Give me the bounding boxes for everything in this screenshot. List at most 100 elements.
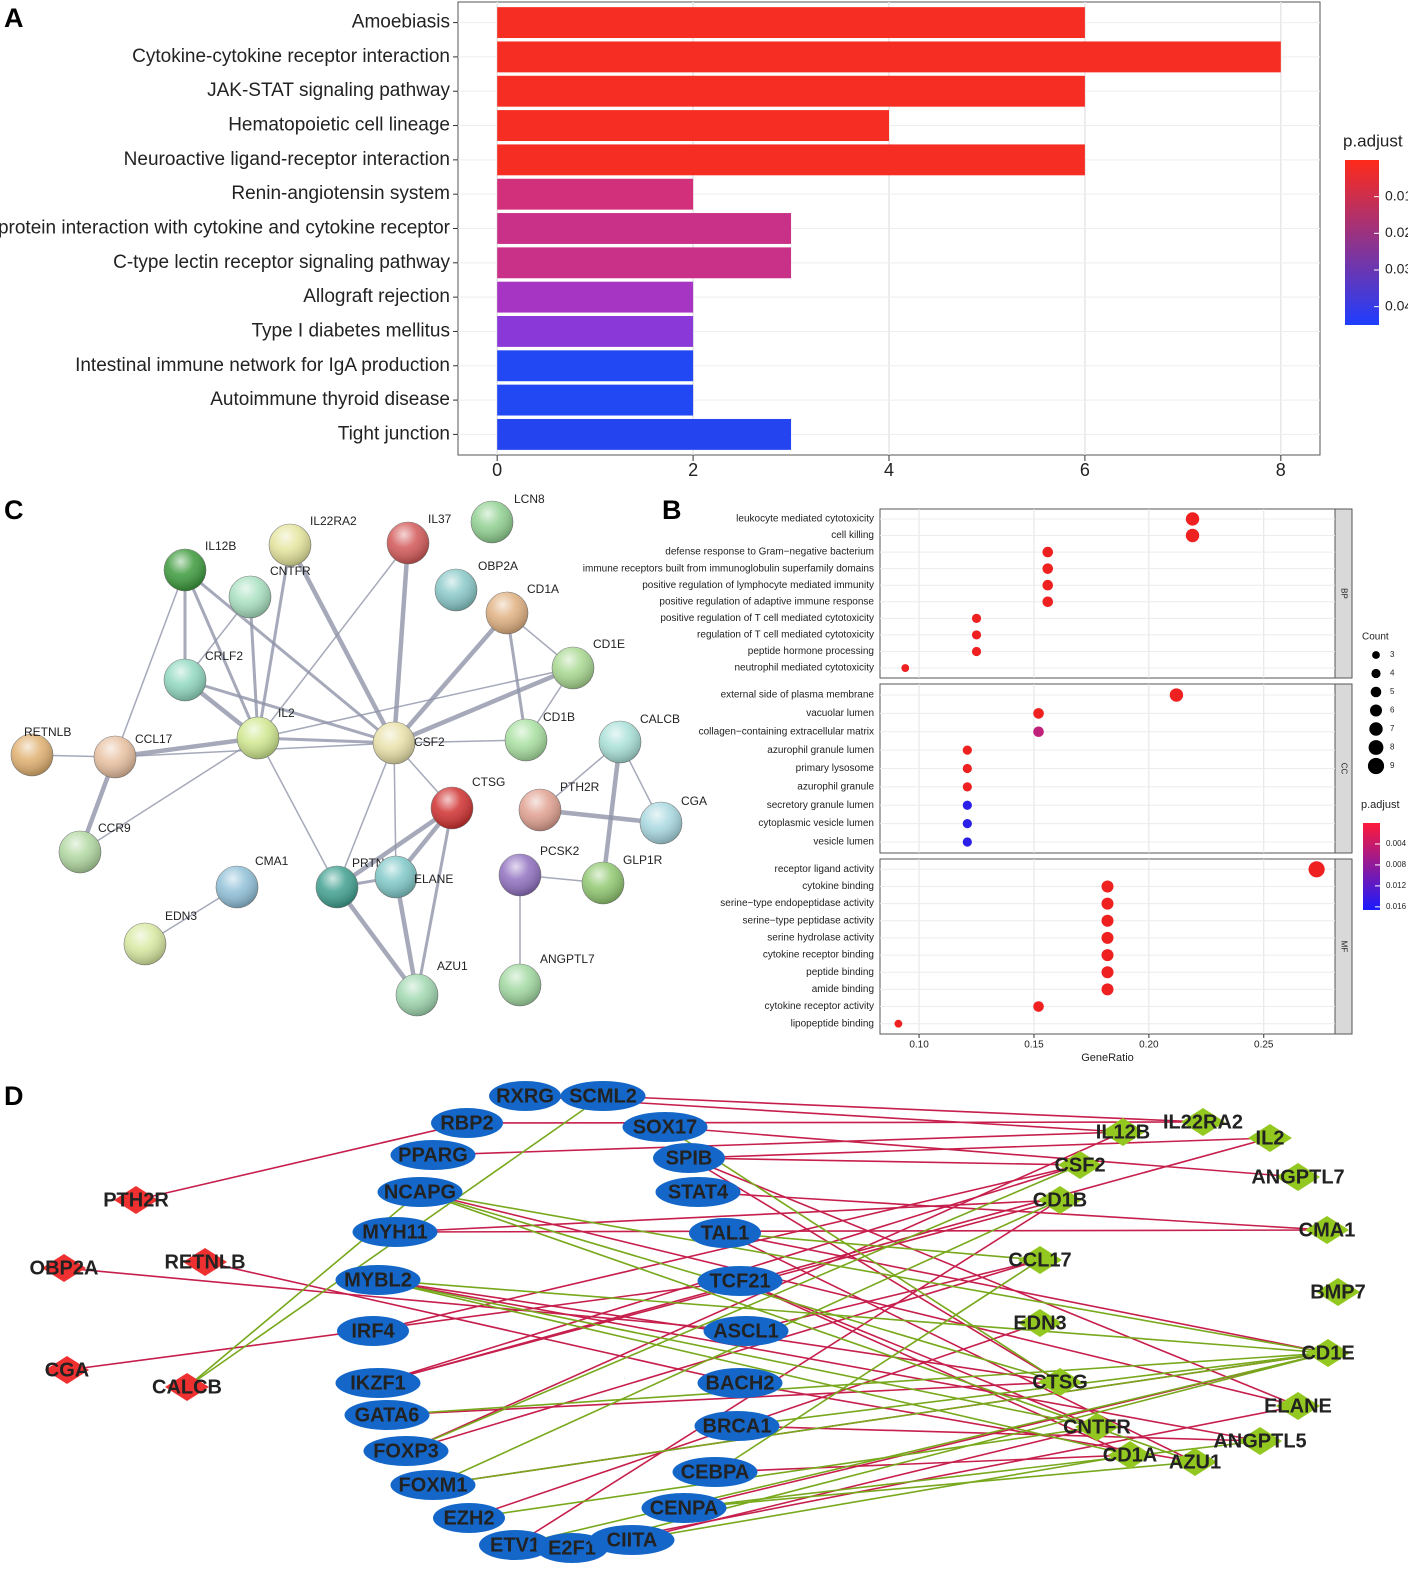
node-label: E2F1: [548, 1537, 596, 1559]
dot: [1101, 983, 1114, 996]
node-label: CD1A: [527, 582, 559, 596]
y-tick-label: immune receptors built from immunoglobul…: [583, 563, 874, 574]
y-tick-label: cytokine binding: [802, 881, 874, 892]
regulation-edge: [664, 1126, 1299, 1178]
node-label: ETV1: [490, 1534, 540, 1556]
node-label: RBP2: [440, 1112, 493, 1134]
tf-node: [653, 1143, 725, 1173]
regulation-edge: [514, 1199, 1061, 1546]
node-label: AZU1: [1169, 1451, 1221, 1473]
x-tick-label: 0.15: [1024, 1040, 1044, 1051]
node-label: CCL17: [1008, 1249, 1071, 1271]
legend-dot: [1368, 740, 1384, 755]
node-label: TCF21: [709, 1270, 770, 1292]
legend-label: 4: [1390, 669, 1395, 678]
tf-node: [672, 1457, 758, 1487]
tf-node: [431, 1108, 503, 1138]
regulation-edge: [571, 1405, 1299, 1549]
node-label: PPARG: [398, 1144, 468, 1166]
x-tick-label: 0.25: [1254, 1040, 1274, 1051]
bar: [497, 281, 694, 313]
y-tick-label: collagen−containing extracellular matrix: [699, 726, 874, 737]
dot: [1185, 528, 1200, 543]
legend-title: Count: [1362, 632, 1389, 643]
node-label: PTH2R: [560, 780, 600, 794]
tf-node: [655, 1177, 741, 1207]
node-label: IL37: [428, 512, 452, 526]
node-label: OBP2A: [30, 1257, 99, 1279]
regulation-edge: [432, 1131, 1124, 1156]
node-label: FOXP3: [373, 1440, 439, 1462]
node-gloss: [94, 736, 136, 778]
regulation-edge: [631, 1454, 1131, 1541]
panel-label: D: [4, 1081, 24, 1111]
node-label: MYBL2: [344, 1269, 412, 1291]
node-label: CTSG: [1032, 1371, 1088, 1393]
regulation-edge: [697, 1191, 1328, 1231]
node-label: LCN8: [514, 492, 545, 506]
tf-node: [697, 1368, 783, 1398]
y-tick-label: cytoplasmic vesicle lumen: [758, 818, 874, 829]
dot: [971, 613, 982, 623]
legend-label: 8: [1390, 743, 1395, 752]
colorbar-tick-label: 0.012: [1386, 881, 1407, 890]
facet-label: BP: [1339, 588, 1348, 599]
x-tick-label: 0.10: [909, 1040, 929, 1051]
node-label: CGA: [45, 1359, 89, 1381]
facet-label: CC: [1339, 763, 1348, 775]
network-edge: [393, 665, 574, 746]
colorbar-tick-label: 0.01: [1385, 187, 1408, 203]
diamond-node: [1018, 1309, 1062, 1337]
node-label: IL2: [278, 706, 295, 720]
node-label: CCR9: [98, 821, 131, 835]
regulation-edge: [405, 1164, 1081, 1452]
tf-node: [377, 1177, 463, 1207]
tf-node: [689, 1218, 761, 1248]
legend-dot: [1372, 651, 1380, 659]
y-tick-label: Amoebiasis: [352, 12, 450, 33]
legend-dot: [1367, 757, 1385, 775]
tf-node: [335, 1265, 421, 1295]
y-tick-label: Hematopoietic cell lineage: [228, 115, 450, 136]
regulation-edge: [204, 1261, 741, 1384]
diamond-node: [1108, 1441, 1152, 1469]
tf-node: [337, 1316, 409, 1346]
regulation-edge: [724, 1232, 1196, 1463]
y-tick-label: azurophil granule lumen: [767, 745, 874, 756]
colorbar: [1345, 160, 1379, 325]
node-label: BRCA1: [703, 1415, 772, 1437]
node-label: CGA: [681, 794, 707, 808]
regulation-edge: [419, 1191, 1196, 1463]
node-label: GLP1R: [623, 853, 663, 867]
x-tick-label: 6: [1080, 460, 1090, 480]
network-edge: [248, 596, 260, 739]
dot: [962, 819, 972, 829]
diamond-node: [1276, 1392, 1320, 1420]
y-tick-label: receptor ligand activity: [775, 864, 875, 875]
dot: [1101, 914, 1114, 927]
diamond-node: [165, 1373, 209, 1401]
y-tick-label: vesicle lumen: [813, 837, 874, 848]
node-label: CIITA: [607, 1529, 658, 1551]
node-label: RETNLB: [164, 1251, 245, 1273]
network-edge: [114, 569, 186, 758]
node-label: EZH2: [443, 1507, 494, 1529]
y-tick-label: positive regulation of adaptive immune r…: [659, 596, 874, 607]
dot: [962, 763, 972, 774]
bar: [497, 110, 889, 141]
dot: [962, 800, 972, 810]
bar: [497, 418, 792, 450]
regulation-edge: [688, 1137, 1271, 1159]
y-tick-label: lipopeptide binding: [791, 1018, 874, 1029]
regulation-edge: [63, 1267, 747, 1332]
diamond-node: [114, 1186, 158, 1214]
diamond-node: [183, 1248, 227, 1276]
regulation-edge: [386, 1352, 1329, 1416]
tf-node: [335, 1368, 421, 1398]
colorbar-tick-label: 0.03: [1385, 261, 1408, 277]
dot: [1042, 579, 1054, 591]
y-tick-label: peptide hormone processing: [748, 646, 874, 657]
regulation-edge: [377, 1279, 1131, 1456]
tf-node: [390, 1140, 476, 1170]
dot: [1308, 861, 1325, 878]
